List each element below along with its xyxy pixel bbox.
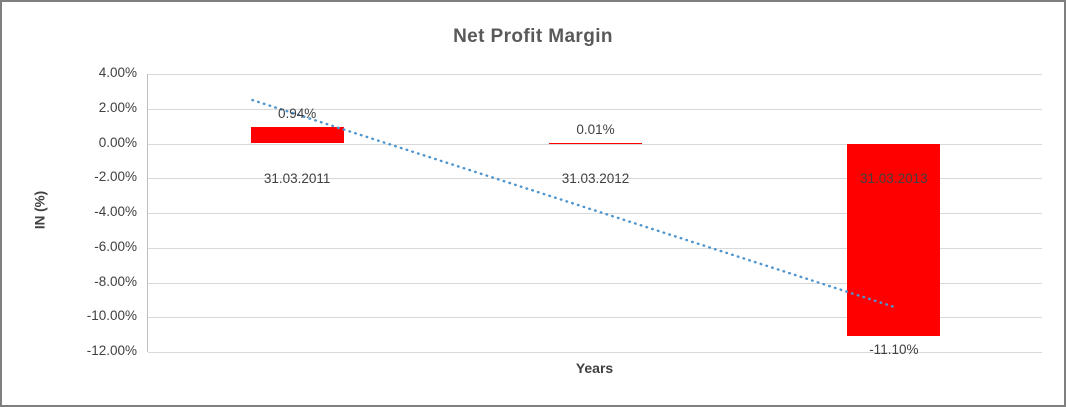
- category-label: 31.03.2012: [561, 170, 630, 186]
- y-axis-title: IN (%): [32, 190, 48, 230]
- y-tick-label: -12.00%: [86, 343, 137, 358]
- y-tick-label: -8.00%: [94, 273, 137, 289]
- gridline: [148, 143, 1042, 145]
- bar-31.03.2011: [250, 127, 344, 144]
- y-tick-label: -6.00%: [94, 238, 137, 254]
- plot-area: 0.94% 31.03.2011 0.01% 31.03.2012 -11.10% 31.…: [147, 74, 1042, 357]
- trendline: [251, 98, 896, 309]
- gridline: [148, 317, 1042, 319]
- gridline: [148, 352, 1042, 353]
- y-tick-label: 0.00%: [98, 134, 137, 150]
- gridline: [148, 178, 1042, 180]
- data-label: 0.94%: [278, 106, 317, 122]
- trendline-layer: [251, 98, 896, 309]
- y-tick-label: -10.00%: [86, 308, 137, 324]
- bar-31.03.2012: [549, 143, 642, 144]
- gridline: [148, 282, 1042, 284]
- labels-layer: 0.94% 31.03.2011 0.01% 31.03.2012 -11.10% 31.…: [148, 74, 1042, 357]
- bar-31.03.2013: [847, 143, 941, 337]
- gridline: [148, 108, 1042, 110]
- data-label: 0.01%: [576, 122, 615, 138]
- data-label: -11.10%: [869, 342, 919, 358]
- bars-layer: [148, 74, 1042, 352]
- gridlines-layer: [148, 74, 1042, 353]
- category-label: 31.03.2011: [263, 170, 331, 186]
- y-tick-label: 4.00%: [98, 65, 137, 80]
- y-tick-label: 2.00%: [98, 99, 137, 115]
- gridline: [148, 247, 1042, 249]
- gridline: [148, 74, 1042, 75]
- x-axis-title: Years: [575, 360, 614, 376]
- gridline: [148, 213, 1042, 214]
- y-tick-label: -2.00%: [94, 169, 137, 185]
- category-label: 31.03.2013: [860, 170, 928, 186]
- chart-title: Net Profit Margin: [453, 26, 613, 47]
